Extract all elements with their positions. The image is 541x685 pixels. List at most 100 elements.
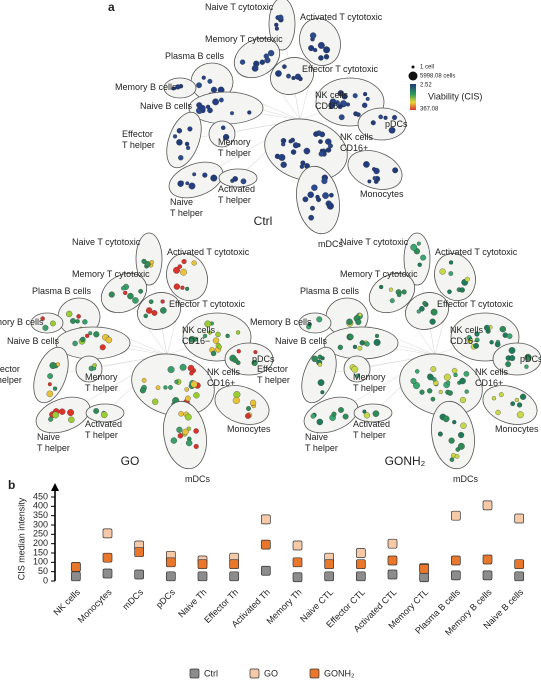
cluster-label-line: Effector T cytotoxic: [437, 299, 514, 309]
cluster-label-line: mDCs: [453, 474, 478, 484]
cell-node: [374, 333, 380, 339]
cell-node: [363, 161, 370, 168]
cell-node: [379, 284, 384, 290]
cluster-label-line: Memory B cells: [250, 317, 312, 327]
cell-node: [317, 41, 325, 49]
cluster-label: Activated T cytotoxic: [435, 247, 518, 257]
cell-node: [298, 76, 303, 82]
cell-node: [176, 128, 183, 134]
cell-node: [175, 84, 181, 90]
cell-node: [280, 137, 287, 144]
cell-node: [372, 410, 380, 417]
cell-node: [359, 340, 365, 346]
cell-node: [430, 366, 437, 372]
cluster-label: Naive T helper: [37, 432, 70, 453]
cell-node: [47, 373, 54, 380]
marker: [260, 514, 271, 525]
cell-node: [323, 46, 331, 54]
cell-node: [446, 380, 451, 385]
y-tick-label: 350: [33, 510, 48, 520]
cluster-label-line: Naive B cells: [275, 336, 328, 346]
y-tick-label: 300: [33, 519, 48, 529]
cell-node: [49, 362, 57, 369]
cluster-label: Activated T helper: [85, 419, 122, 440]
cell-node: [524, 364, 529, 369]
marker: [102, 552, 113, 563]
cell-node: [93, 331, 100, 338]
legend-text: 1 cell: [420, 65, 434, 71]
marker: [387, 555, 398, 566]
cluster-hull: [168, 161, 224, 199]
cell-node: [55, 362, 61, 367]
cell-node: [232, 357, 239, 363]
cell-node: [177, 264, 183, 269]
cell-node: [430, 308, 438, 316]
cluster-label-line: T helper: [122, 140, 155, 150]
cluster-label-line: NK cells: [475, 367, 509, 377]
cell-node: [190, 380, 198, 388]
marker: [324, 559, 335, 570]
marker: [514, 559, 525, 570]
cell-node: [495, 409, 501, 416]
marker: [387, 569, 398, 580]
cell-node: [278, 153, 286, 161]
cluster-label-line: Memory T cytotoxic: [205, 34, 283, 44]
cell-node: [92, 363, 97, 368]
cell-node: [362, 409, 367, 414]
cluster-label: Memory T cytotoxic: [340, 269, 418, 279]
x-tick-label: mDCs: [121, 587, 146, 612]
cell-node: [68, 416, 75, 423]
cell-node: [412, 382, 420, 389]
cell-node: [235, 330, 241, 335]
cluster-hull: [218, 168, 258, 188]
legend-label: Ctrl: [204, 668, 218, 678]
cluster-label-line: CD16+: [340, 143, 368, 153]
cluster-hull: [137, 292, 181, 330]
cell-node: [499, 325, 507, 333]
cluster-label: Memory T helper: [85, 372, 118, 393]
cluster-label-line: CD16+: [207, 378, 235, 388]
cell-node: [437, 431, 443, 437]
cluster-label-line: Memory: [218, 137, 251, 147]
cluster-label-line: CD16+: [475, 378, 503, 388]
cell-node: [318, 139, 323, 144]
cluster-label: Activated T helper: [353, 419, 390, 440]
cell-node: [245, 413, 251, 419]
cell-node: [282, 64, 287, 69]
cell-node: [414, 369, 420, 374]
legend-title: Viability (CIS): [428, 91, 482, 101]
cluster-label-line: NK cells: [450, 325, 484, 335]
cell-node: [185, 286, 190, 291]
cell-node: [202, 172, 208, 178]
cell-node: [447, 390, 453, 396]
cell-node: [267, 49, 275, 57]
cell-node: [236, 349, 241, 354]
cell-node: [316, 316, 323, 323]
cell-node: [204, 320, 212, 328]
cluster-label: Memory B cells: [0, 317, 44, 327]
cluster-label-line: NK cells: [315, 90, 349, 100]
cluster-label: Memory T cytotoxic: [205, 34, 283, 44]
cell-node: [417, 262, 422, 267]
cluster-label-line: Memory: [85, 372, 118, 382]
cell-node: [514, 397, 519, 403]
panel-letter: b: [8, 478, 15, 492]
cluster-label: pDCs: [385, 119, 408, 129]
cluster-label-line: CD16−: [450, 336, 478, 346]
cell-node: [192, 172, 197, 177]
cluster-label: pDCs: [252, 354, 275, 364]
cell-node: [67, 409, 75, 416]
legend-swatch: [189, 668, 200, 679]
cell-node: [474, 337, 480, 343]
marker: [197, 559, 208, 570]
cell-node: [519, 393, 527, 400]
cell-node: [178, 411, 184, 417]
marker: [355, 559, 366, 570]
cluster-hull: [301, 346, 337, 404]
cell-node: [88, 331, 93, 336]
marker: [70, 571, 81, 582]
cluster-label-line: Effector T cytotoxic: [302, 64, 379, 74]
cell-node: [177, 180, 184, 187]
cell-node: [341, 93, 348, 100]
legend-text: 5998.08 cells: [420, 74, 455, 80]
